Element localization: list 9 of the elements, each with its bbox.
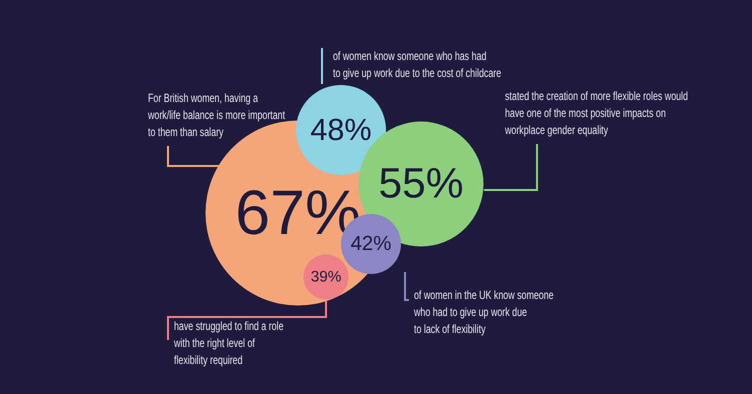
category-label: have struggled to find a role with the right level of flexibility required [173,320,284,368]
data-label: 55% [378,160,464,208]
category-label: of women in the UK know someone who had to give up work due to lack of flexibility [413,288,554,336]
data-label: 42% [350,233,392,255]
category-label: stated the creation of more flexible roles would have one of the most positive impacts on workplace gender equality [504,90,688,138]
data-label: 39% [310,268,342,286]
data-label: 48% [310,113,372,147]
category-label: of women know someone who has had to give up work due to the cost of childcare [333,50,502,80]
category-label: For British women, having a work/life balance is more important to them than salary [147,92,286,140]
